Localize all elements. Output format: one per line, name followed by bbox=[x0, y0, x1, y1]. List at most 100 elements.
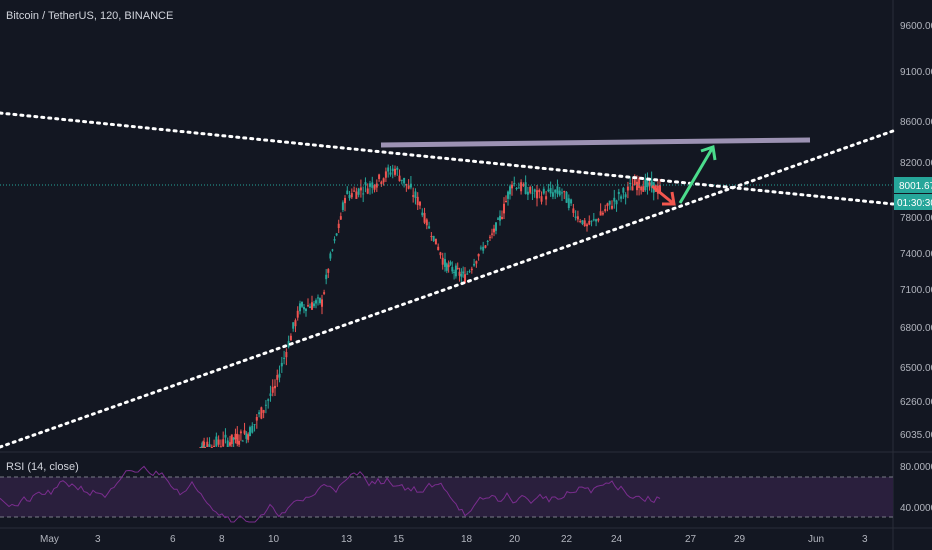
candle-body bbox=[611, 205, 613, 209]
candle-body bbox=[473, 263, 476, 266]
candle-body bbox=[251, 425, 254, 433]
candle-body bbox=[499, 215, 501, 221]
candle-body bbox=[588, 220, 591, 225]
candle-body bbox=[545, 196, 548, 200]
chart-title[interactable]: Bitcoin / TetherUS, 120, BINANCE bbox=[6, 10, 174, 22]
candle-body bbox=[245, 433, 248, 439]
candle-body bbox=[522, 184, 525, 186]
candle-body bbox=[296, 310, 299, 318]
candle-body bbox=[210, 447, 213, 448]
candle-body bbox=[631, 186, 634, 191]
candle-body bbox=[323, 292, 326, 294]
resistance-line[interactable] bbox=[380, 137, 811, 148]
candle-body bbox=[375, 183, 378, 188]
time-tick: 18 bbox=[461, 534, 473, 545]
candle-body bbox=[479, 247, 482, 249]
candle-body bbox=[595, 219, 598, 222]
candle-body bbox=[206, 441, 209, 447]
candle-body bbox=[219, 446, 222, 448]
candle-body bbox=[236, 433, 239, 444]
price-axis[interactable]: 9600.00 9100.00 8600.00 8200.00 7800.00 … bbox=[900, 21, 932, 441]
candle-body bbox=[398, 175, 401, 182]
candle-body bbox=[615, 200, 618, 205]
arrow-up-icon[interactable] bbox=[678, 145, 717, 204]
descending-trendline[interactable] bbox=[0, 111, 895, 206]
candle-body bbox=[515, 188, 518, 190]
candle-body bbox=[538, 190, 541, 193]
candle-body bbox=[460, 274, 463, 277]
price-tick: 7800.00 bbox=[900, 213, 932, 224]
candle-body bbox=[624, 194, 627, 198]
candle-body bbox=[204, 447, 206, 448]
candle-body bbox=[445, 263, 448, 271]
candle-body bbox=[226, 440, 229, 447]
candle-body bbox=[222, 439, 225, 447]
price-tick: 8600.00 bbox=[900, 117, 932, 128]
candle-body bbox=[462, 271, 465, 274]
candle-body bbox=[453, 271, 456, 273]
candle-body bbox=[217, 439, 220, 445]
candle-body bbox=[503, 203, 505, 214]
candle-body bbox=[626, 186, 629, 191]
candle-body bbox=[382, 178, 385, 183]
candle-body bbox=[659, 185, 661, 192]
time-tick: 22 bbox=[561, 534, 573, 545]
candle-body bbox=[576, 216, 579, 220]
rsi-band-fill bbox=[0, 477, 893, 517]
candle-body bbox=[608, 200, 611, 205]
time-tick: 13 bbox=[341, 534, 353, 545]
candle-body bbox=[305, 308, 307, 312]
candle-body bbox=[378, 174, 381, 179]
price-tick: 6260.00 bbox=[900, 397, 932, 408]
candle-body bbox=[542, 188, 545, 194]
candle-body bbox=[319, 298, 321, 304]
candle-body bbox=[264, 404, 267, 406]
candle-body bbox=[468, 271, 471, 273]
candle-body bbox=[642, 186, 645, 192]
candle-body bbox=[278, 373, 281, 378]
candle-body bbox=[493, 228, 495, 233]
price-tick: 6035.00 bbox=[900, 430, 932, 441]
candle-body bbox=[451, 267, 454, 272]
candle-body bbox=[449, 262, 452, 265]
candle-body bbox=[353, 190, 356, 192]
candle-body bbox=[484, 245, 487, 248]
candle-body bbox=[359, 187, 362, 191]
candle-body bbox=[646, 178, 649, 188]
candle-body bbox=[513, 182, 516, 184]
candle-body bbox=[507, 191, 509, 199]
candle-body bbox=[434, 238, 437, 245]
candle-body bbox=[475, 261, 478, 264]
candle-body bbox=[458, 271, 461, 276]
candle-body bbox=[208, 444, 211, 447]
candle-body bbox=[517, 187, 520, 189]
arrow-down-icon[interactable] bbox=[651, 184, 676, 206]
candle-body bbox=[526, 191, 529, 195]
candle-body bbox=[505, 200, 507, 202]
candle-body bbox=[232, 437, 235, 440]
candle-body bbox=[260, 407, 263, 419]
candle-body bbox=[501, 217, 503, 219]
candle-body bbox=[224, 434, 227, 438]
rsi-tick: 80.0000 bbox=[900, 462, 932, 473]
candle-body bbox=[335, 233, 338, 236]
candle-body bbox=[511, 184, 513, 189]
candle-body bbox=[620, 196, 623, 199]
candle-body bbox=[567, 198, 570, 208]
time-axis[interactable]: May 3 6 8 10 13 15 18 20 22 24 27 29 Jun… bbox=[40, 534, 868, 545]
time-tick: 29 bbox=[734, 534, 746, 545]
candle-body bbox=[409, 183, 412, 188]
candle-body bbox=[520, 182, 523, 192]
candle-body bbox=[551, 192, 554, 197]
candle-body bbox=[444, 259, 446, 267]
candle-body bbox=[333, 239, 336, 241]
rsi-title[interactable]: RSI (14, close) bbox=[6, 461, 79, 473]
candle-body bbox=[495, 222, 497, 231]
candle-body bbox=[253, 424, 256, 426]
candle-body bbox=[344, 198, 346, 204]
candle-body bbox=[258, 412, 261, 415]
candle-body bbox=[241, 440, 244, 442]
last-price-label: 8001.67 bbox=[899, 181, 932, 192]
candle-body bbox=[396, 167, 399, 170]
